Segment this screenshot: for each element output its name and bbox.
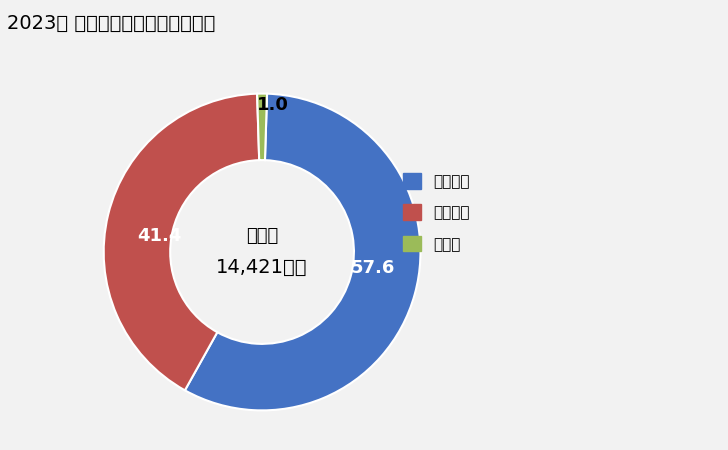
Text: 14,421万円: 14,421万円 <box>216 258 308 277</box>
Text: 57.6: 57.6 <box>351 259 395 277</box>
Wedge shape <box>257 94 267 160</box>
Text: 1.0: 1.0 <box>257 96 289 114</box>
Text: 総　額: 総 額 <box>246 227 278 245</box>
Wedge shape <box>185 94 421 410</box>
Legend: ベルギー, フランス, その他: ベルギー, フランス, その他 <box>397 167 475 258</box>
Text: 2023年 輸出相手国のシェア（％）: 2023年 輸出相手国のシェア（％） <box>7 14 215 32</box>
Wedge shape <box>103 94 259 390</box>
Text: 41.4: 41.4 <box>137 227 181 245</box>
